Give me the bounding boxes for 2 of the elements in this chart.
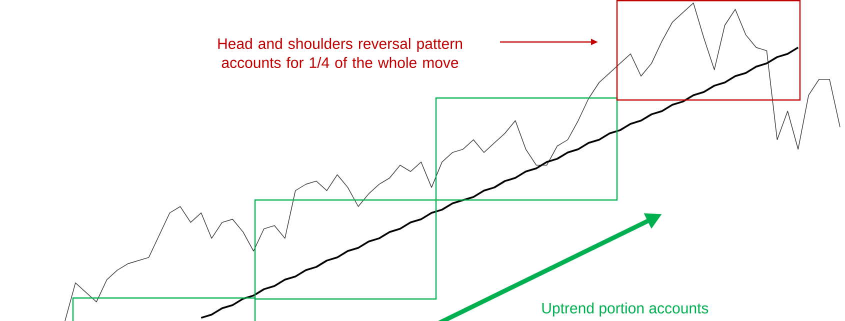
annotation: Uptrend portion accounts <box>542 302 708 316</box>
annotation: Head and shoulders reversal pattern accounts for 1/4 of the whole move <box>218 38 462 68</box>
